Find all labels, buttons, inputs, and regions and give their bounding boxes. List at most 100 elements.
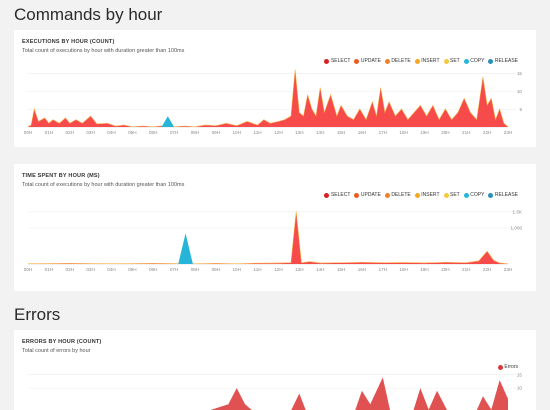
executions-x-tick-label: 09H bbox=[212, 130, 220, 135]
legend-label: SET bbox=[450, 58, 460, 64]
legend-label: COPY bbox=[470, 58, 485, 64]
time-spent-x-tick-label: 00H bbox=[24, 267, 32, 272]
executions-y-tick-label: 15 bbox=[517, 71, 523, 76]
legend-dot bbox=[384, 192, 390, 198]
time-spent-x-tick-label: 20H bbox=[441, 267, 449, 272]
time-spent-x-tick-label: 08H bbox=[191, 267, 199, 272]
executions-x-tick-label: 17H bbox=[379, 130, 387, 135]
executions-x-tick-label: 07H bbox=[170, 130, 178, 135]
legend-dot bbox=[354, 192, 360, 198]
legend-label: UPDATE bbox=[360, 58, 381, 64]
legend-dot bbox=[463, 192, 469, 198]
time-spent-legend-copy[interactable]: COPY bbox=[463, 192, 485, 198]
legend-label: Errors bbox=[504, 364, 518, 370]
errors-chart-legend: Errors bbox=[497, 364, 518, 370]
errors-section-title: Errors bbox=[14, 305, 61, 324]
time-spent-chart-subtitle: Total count of executions by hour with d… bbox=[22, 182, 185, 188]
time-spent-x-tick-label: 23H bbox=[504, 267, 512, 272]
time-spent-chart-plot: 1.5K 1,000 00H 01H 02H 03H 04H 05H 06H 07H 08H 09H 1… bbox=[24, 209, 523, 272]
executions-series-accent-line bbox=[27, 69, 509, 128]
executions-x-tick-label: 08H bbox=[191, 130, 199, 135]
executions-chart-card: EXECUTIONS BY HOUR (COUNT) Total count o… bbox=[14, 30, 536, 147]
executions-legend-delete[interactable]: DELETE bbox=[384, 58, 411, 64]
legend-dot bbox=[463, 58, 469, 64]
time-spent-legend-insert[interactable]: INSERT bbox=[414, 192, 440, 198]
executions-chart-title: EXECUTIONS BY HOUR (COUNT) bbox=[22, 39, 115, 45]
errors-legend-errors[interactable]: Errors bbox=[497, 364, 518, 370]
executions-series-select[interactable] bbox=[28, 70, 508, 127]
legend-dot bbox=[443, 58, 449, 64]
time-spent-x-tick-label: 17H bbox=[379, 267, 387, 272]
executions-x-tick-label: 23H bbox=[504, 130, 512, 135]
time-spent-x-tick-label: 07H bbox=[170, 267, 178, 272]
executions-legend-select[interactable]: SELECT bbox=[324, 58, 350, 64]
legend-dot bbox=[324, 58, 330, 64]
executions-legend-update[interactable]: UPDATE bbox=[354, 58, 381, 64]
executions-x-tick-label: 19H bbox=[420, 130, 428, 135]
legend-label: DELETE bbox=[391, 192, 411, 198]
executions-x-tick-label: 21H bbox=[462, 130, 470, 135]
executions-x-tick-label: 00H bbox=[24, 130, 32, 135]
time-spent-legend-select[interactable]: SELECT bbox=[324, 192, 350, 198]
time-spent-x-tick-label: 05H bbox=[128, 267, 136, 272]
legend-dot bbox=[384, 58, 390, 64]
time-spent-x-tick-label: 01H bbox=[45, 267, 53, 272]
time-spent-x-tick-label: 14H bbox=[316, 267, 324, 272]
time-spent-chart-legend: SELECT UPDATE DELETE INSERT SET COPY RELEASE bbox=[324, 192, 518, 198]
executions-legend-set[interactable]: SET bbox=[443, 58, 460, 64]
time-spent-chart-title: TIME SPENT BY HOUR (MS) bbox=[22, 173, 100, 179]
legend-dot bbox=[497, 364, 503, 370]
time-spent-legend-delete[interactable]: DELETE bbox=[384, 192, 411, 198]
executions-chart-plot: 15 10 5 00H 01H 02H 03H 04H 05H 06H 07H 08H 09H 10H 11… bbox=[24, 69, 523, 135]
executions-x-tick-label: 05H bbox=[128, 130, 136, 135]
executions-chart-subtitle: Total count of executions by hour with d… bbox=[22, 48, 185, 54]
legend-dot bbox=[443, 192, 449, 198]
errors-y-tick-label: 10 bbox=[517, 386, 523, 391]
legend-dot bbox=[414, 58, 420, 64]
time-spent-x-tick-label: 02H bbox=[66, 267, 74, 272]
executions-x-tick-label: 02H bbox=[66, 130, 74, 135]
executions-x-tick-label: 10H bbox=[232, 130, 240, 135]
time-spent-legend-set[interactable]: SET bbox=[443, 192, 460, 198]
time-spent-legend-release[interactable]: RELEASE bbox=[488, 192, 518, 198]
executions-x-tick-label: 06H bbox=[149, 130, 157, 135]
executions-x-tick-label: 15H bbox=[337, 130, 345, 135]
time-spent-legend-update[interactable]: UPDATE bbox=[354, 192, 381, 198]
time-spent-x-tick-label: 22H bbox=[483, 267, 491, 272]
executions-series-copy[interactable] bbox=[161, 116, 175, 127]
executions-x-tick-label: 20H bbox=[441, 130, 449, 135]
executions-legend-insert[interactable]: INSERT bbox=[414, 58, 440, 64]
executions-x-tick-label: 14H bbox=[316, 130, 324, 135]
time-spent-x-tick-label: 12H bbox=[274, 267, 282, 272]
time-spent-x-tick-label: 09H bbox=[212, 267, 220, 272]
legend-label: RELEASE bbox=[494, 192, 518, 198]
executions-legend-copy[interactable]: COPY bbox=[463, 58, 485, 64]
time-spent-x-tick-label: 19H bbox=[420, 267, 428, 272]
executions-legend-release[interactable]: RELEASE bbox=[488, 58, 518, 64]
errors-chart-card: ERRORS BY HOUR (COUNT) Total count of er… bbox=[14, 330, 536, 410]
executions-x-tick-label: 04H bbox=[107, 130, 115, 135]
time-spent-x-tick-label: 06H bbox=[149, 267, 157, 272]
errors-series-errors[interactable] bbox=[28, 377, 508, 410]
legend-dot bbox=[324, 192, 330, 198]
legend-label: COPY bbox=[470, 192, 485, 198]
legend-label: UPDATE bbox=[360, 192, 381, 198]
executions-x-tick-label: 16H bbox=[358, 130, 366, 135]
legend-label: SELECT bbox=[330, 192, 351, 198]
legend-dot bbox=[414, 192, 420, 198]
time-spent-series-accent-line bbox=[27, 211, 509, 265]
time-spent-x-tick-label: 11H bbox=[254, 267, 262, 272]
time-spent-series-select[interactable] bbox=[28, 211, 508, 264]
time-spent-series-copy[interactable] bbox=[178, 233, 193, 264]
time-spent-x-tick-label: 03H bbox=[86, 267, 94, 272]
time-spent-x-tick-label: 18H bbox=[399, 267, 407, 272]
legend-label: SELECT bbox=[330, 58, 351, 64]
executions-y-tick-label: 5 bbox=[519, 107, 522, 112]
executions-x-tick-label: 03H bbox=[86, 130, 94, 135]
legend-label: INSERT bbox=[421, 192, 440, 198]
commands-section-title: Commands by hour bbox=[14, 5, 163, 24]
executions-x-tick-label: 13H bbox=[295, 130, 303, 135]
legend-label: INSERT bbox=[421, 58, 440, 64]
errors-chart-title: ERRORS BY HOUR (COUNT) bbox=[22, 339, 102, 345]
